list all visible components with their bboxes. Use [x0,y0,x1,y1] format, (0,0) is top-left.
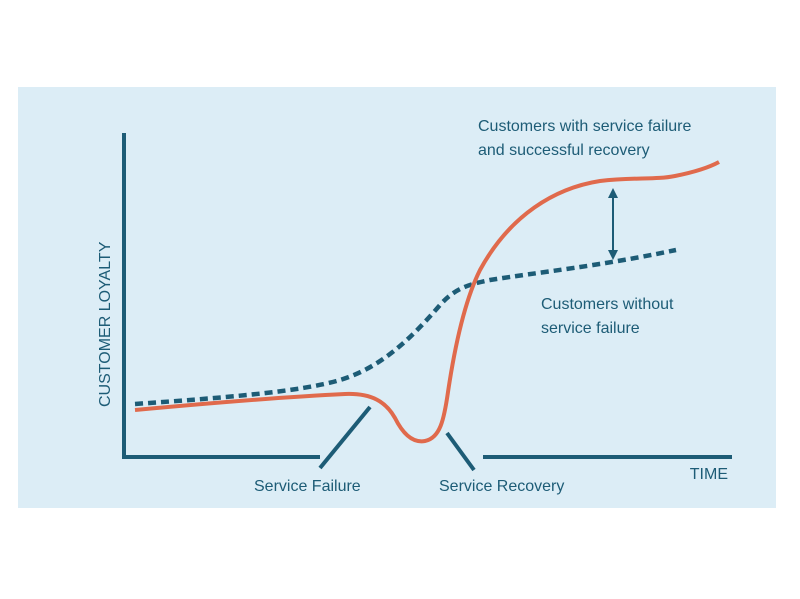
no-failure-dashed-curve [134,247,677,407]
no-failure-series-label-line1: Customers without [541,296,674,313]
diagram-background [18,87,776,508]
service-failure-pointer [318,405,372,470]
difference-arrow [608,188,618,260]
service-failure-label: Service Failure [254,478,361,495]
recovery-series-label-line2: and successful recovery [478,142,650,159]
y-axis-label: CUSTOMER LOYALTY [97,241,114,407]
x-axis-label: TIME [690,466,728,483]
no-failure-series-label-line2: service failure [541,320,640,337]
recovery-series-label-line1: Customers with service failure [478,118,692,135]
service-recovery-label: Service Recovery [439,478,564,495]
recovery-solid-curve [134,160,720,444]
service-recovery-pointer [445,431,476,472]
